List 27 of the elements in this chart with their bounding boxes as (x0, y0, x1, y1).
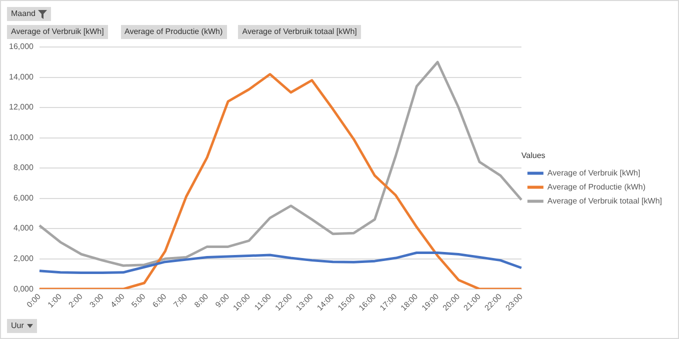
legend-label: Average of Verbruik [kWh] (547, 168, 640, 178)
y-tick-label: 6,000 (13, 193, 34, 202)
y-tick-label: 8,000 (13, 163, 34, 172)
x-tick-label: 6:00 (150, 292, 169, 310)
x-tick-label: 5:00 (130, 292, 148, 310)
x-tick-label: 0:00 (25, 292, 43, 310)
text: Average of Verbruik [kWh] (11, 27, 104, 37)
x-tick-label: 7:00 (172, 292, 190, 310)
x-tick-label: 4:00 (108, 292, 127, 310)
text: Average of Verbruik totaal [kWh] (242, 27, 357, 37)
text: Average of Productie (kWh) (124, 27, 223, 37)
text: Maand (11, 9, 36, 19)
legend-label: Average of Productie (kWh) (547, 182, 646, 192)
x-tick-label: 8:00 (192, 292, 210, 310)
y-tick-label: 0,000 (13, 284, 34, 294)
y-tick-label: 14,000 (9, 72, 34, 82)
text: Uur (11, 321, 24, 331)
y-tick-label: 4,000 (13, 224, 34, 233)
y-tick-label: 12,000 (9, 102, 34, 112)
y-tick-label: 10,000 (9, 132, 34, 142)
x-tick-label: 1:00 (46, 292, 64, 310)
x-tick-label: 9:00 (214, 292, 232, 310)
legend-title: Values (521, 150, 546, 160)
x-tick-label: 3:00 (88, 292, 106, 310)
y-tick-label: 2,000 (13, 254, 34, 263)
y-tick-label: 16,000 (9, 42, 34, 52)
legend-label: Average of Verbruik totaal [kWh] (547, 196, 662, 206)
